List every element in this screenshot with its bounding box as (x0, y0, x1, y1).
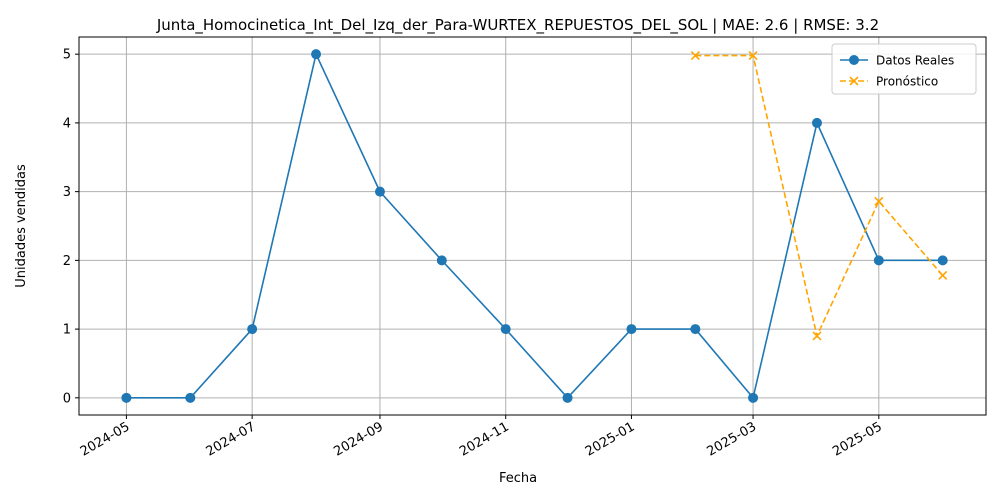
forecast-point (690, 50, 700, 61)
x-tick-label: 2025-05 (830, 419, 885, 459)
y-tick-label: 0 (63, 391, 71, 406)
data-point (626, 324, 637, 335)
data-point (811, 117, 822, 128)
data-point (185, 392, 196, 403)
data-point (121, 392, 132, 403)
x-tick-label: 2025-03 (705, 419, 760, 459)
legend-marker (849, 55, 859, 65)
series-forecast (690, 50, 948, 341)
x-axis-label: Fecha (499, 471, 537, 486)
series-line (695, 54, 944, 339)
legend-entry: Datos Reales (840, 54, 954, 68)
x-tick-label: 2024-09 (331, 419, 386, 459)
chart-title: Junta_Homocinetica_Int_Del_Izq_der_Para-… (156, 16, 879, 35)
forecast-point (874, 196, 884, 206)
grid-lines (79, 37, 986, 415)
series-actual (121, 49, 948, 403)
data-point (311, 49, 322, 60)
legend: Datos Reales Pronóstico (831, 43, 977, 95)
data-point (937, 255, 948, 266)
legend-entry: Pronóstico (840, 75, 938, 89)
plot-area-frame (78, 36, 987, 416)
y-tick-label: 2 (63, 254, 71, 269)
x-tick-label: 2024-07 (204, 419, 259, 459)
data-point (873, 255, 884, 266)
data-point (500, 324, 511, 335)
legend-label: Datos Reales (876, 54, 954, 68)
forecast-point (938, 270, 948, 281)
forecast-point (812, 331, 822, 341)
data-point (374, 186, 385, 197)
data-point (247, 324, 258, 335)
legend-marker (849, 76, 859, 86)
x-tick-label: 2024-05 (78, 419, 133, 459)
x-tick-label: 2024-11 (457, 419, 512, 459)
y-tick-label: 5 (63, 48, 71, 63)
x-tick-label: 2025-01 (583, 419, 638, 459)
y-tick-label: 1 (63, 323, 71, 338)
y-tick-label: 4 (63, 116, 71, 131)
data-point (748, 392, 759, 403)
data-point (562, 392, 573, 403)
data-point (690, 324, 701, 335)
data-point (436, 255, 447, 266)
y-axis-label: Unidades vendidas (14, 164, 29, 288)
legend-label: Pronóstico (876, 75, 938, 89)
forecast-point (748, 50, 758, 61)
series-line (126, 51, 943, 400)
series-layer (121, 49, 948, 403)
y-tick-label: 3 (63, 185, 71, 200)
